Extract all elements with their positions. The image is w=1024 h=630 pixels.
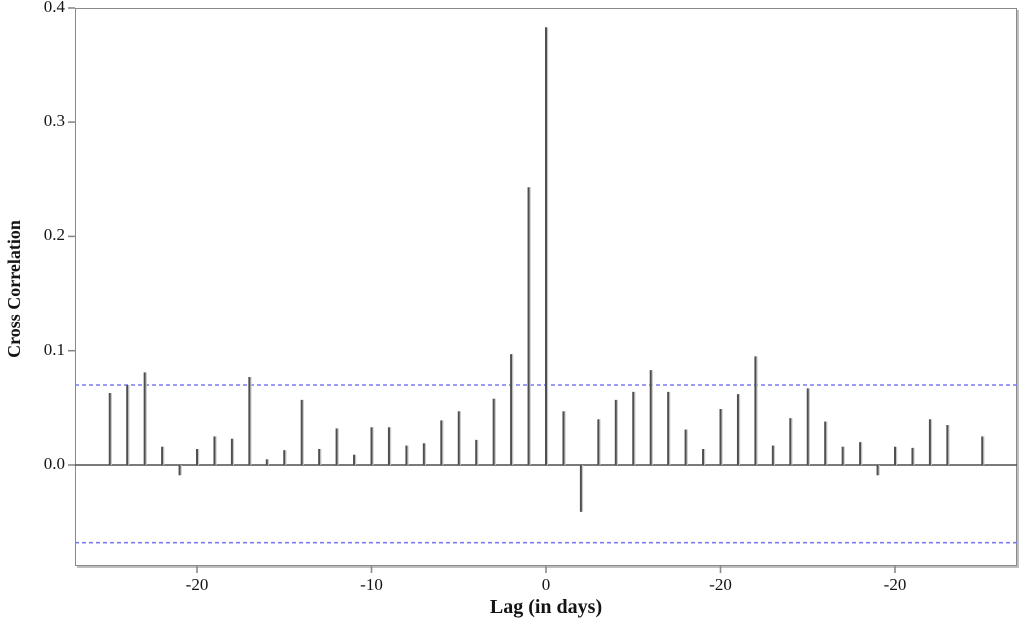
y-tick-label: 0.1 — [43, 339, 65, 359]
x-tick-label: -20 — [883, 575, 907, 594]
x-tick-label: -10 — [360, 575, 383, 594]
y-tick-label: 0.4 — [43, 0, 65, 16]
x-tick-label: -20 — [185, 575, 209, 594]
y-tick-label: 0.2 — [43, 225, 65, 245]
y-tick-label: 0.0 — [43, 454, 65, 473]
x-axis-title: Lag (in days) — [489, 596, 603, 618]
y-tick-label: 0.3 — [43, 111, 65, 131]
y-axis-title: Cross Correlation — [4, 220, 24, 358]
x-tick-label: 0 — [541, 575, 551, 594]
x-tick-label: -20 — [709, 575, 732, 594]
